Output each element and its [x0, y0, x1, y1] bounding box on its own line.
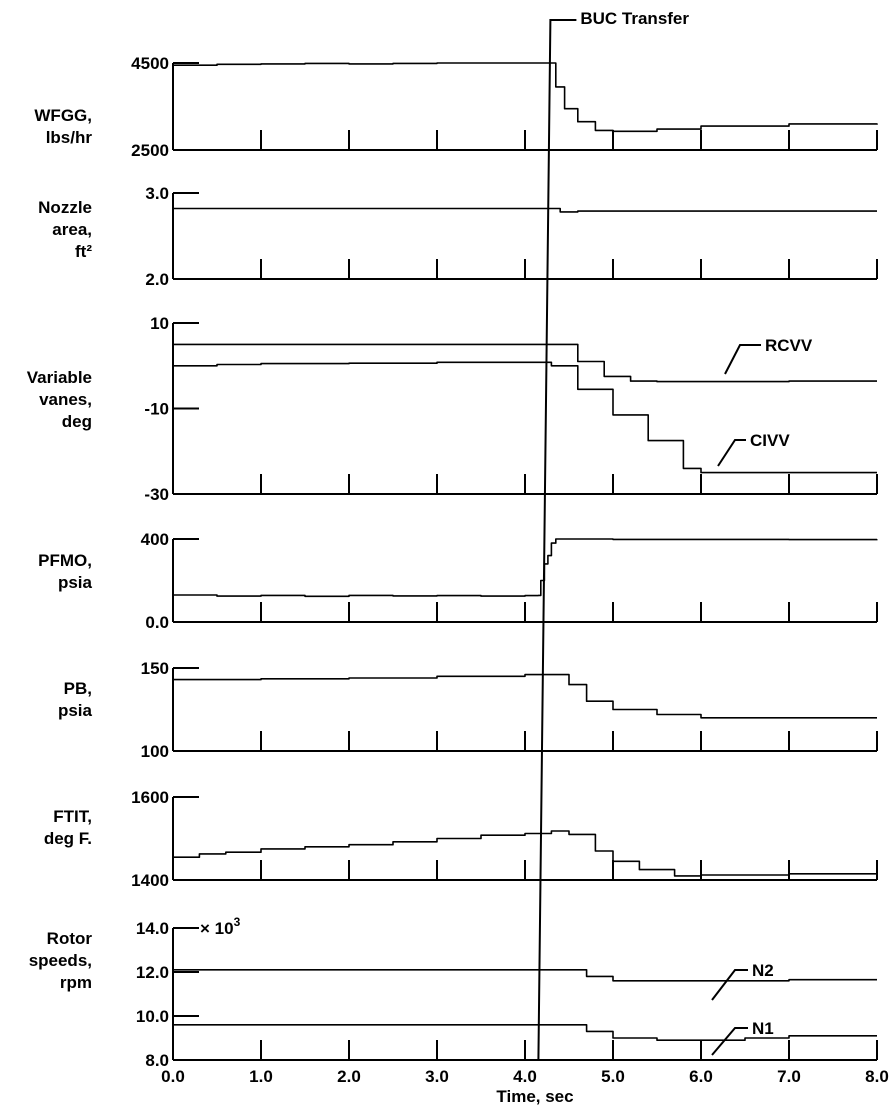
series-line-n2	[173, 969, 877, 982]
x-tick-label: 6.0	[689, 1067, 713, 1086]
y-tick-label: 100	[141, 742, 169, 761]
panel-label: PFMO,	[38, 551, 92, 570]
y-tick-label: -30	[144, 485, 169, 504]
x-tick-label: 3.0	[425, 1067, 449, 1086]
y-tick-label: 3.0	[145, 184, 169, 203]
series-line-civv	[173, 361, 877, 474]
panel-1: 3.0 2.0 Nozzle area, ft²	[38, 184, 878, 289]
x-tick-label: 8.0	[865, 1067, 889, 1086]
panel-label: FTIT,	[53, 807, 92, 826]
series-leader-line	[711, 1027, 748, 1056]
panel-label: Nozzle	[38, 198, 92, 217]
y-tick-label: -10	[144, 400, 169, 419]
series-line	[173, 62, 878, 133]
y-tick-label: 10.0	[136, 1007, 169, 1026]
y-tick-label: 2500	[131, 141, 169, 160]
series-line-n1	[173, 1024, 877, 1041]
series-leader-line	[724, 344, 761, 375]
series-leader-line	[711, 969, 748, 1001]
panel-3: 400 0.0 PFMO, psia	[38, 530, 878, 632]
y-tick-label: 150	[141, 659, 169, 678]
series-label: N2	[752, 961, 774, 980]
panel-label: psia	[58, 701, 93, 720]
series-leader-line	[717, 439, 746, 467]
panel-label: deg	[62, 412, 92, 431]
series-label: RCVV	[765, 336, 813, 355]
y-tick-label: 10	[150, 314, 169, 333]
panel-label: area,	[52, 220, 92, 239]
y-tick-label: 12.0	[136, 963, 169, 982]
x-tick-label: 1.0	[249, 1067, 273, 1086]
multiplier-label: × 103	[200, 915, 241, 938]
x-tick-label: 2.0	[337, 1067, 361, 1086]
buc-transfer-label: BUC Transfer	[580, 9, 689, 28]
y-tick-label: 1600	[131, 788, 169, 807]
buc-transfer-line	[537, 19, 577, 1061]
time-axis: 0.0 1.0 2.0 3.0 4.0 5.0 6.0 7.0 8.0 Time, sec	[161, 1067, 889, 1106]
panel-0: 4500 2500 WFGG, lbs/hr	[34, 54, 878, 160]
y-tick-label: 2.0	[145, 270, 169, 289]
panel-label: ft²	[75, 242, 92, 261]
panel-4: 150 100 PB, psia	[58, 659, 878, 761]
panel-label: vanes,	[39, 390, 92, 409]
y-tick-label: 8.0	[145, 1051, 169, 1070]
series-line-rcvv	[173, 343, 877, 383]
series-line	[173, 830, 877, 877]
panel-label: lbs/hr	[46, 128, 93, 147]
series-line	[173, 207, 877, 213]
y-tick-label: 0.0	[145, 613, 169, 632]
y-tick-label: 14.0	[136, 919, 169, 938]
series-line	[173, 673, 877, 719]
panel-label: rpm	[60, 973, 92, 992]
panel-label: speeds,	[29, 951, 92, 970]
panel-6: 14.0 12.0 10.0 8.0 Rotor speeds, rpm × 103 N2 N1	[29, 915, 878, 1070]
series-line	[173, 538, 878, 598]
panels-layer: 4500 2500 WFGG, lbs/hr 3.0 2.0 Nozzle area, ft² 1…	[27, 54, 878, 1070]
panel-label: psia	[58, 573, 93, 592]
panel-2: 10 -10 -30 Variable vanes, deg RCVV CIVV	[27, 314, 878, 504]
panel-label: Variable	[27, 368, 92, 387]
panel-label: PB,	[64, 679, 92, 698]
panel-label: WFGG,	[34, 106, 92, 125]
series-label: N1	[752, 1019, 774, 1038]
x-tick-label: 4.0	[513, 1067, 537, 1086]
y-tick-label: 4500	[131, 54, 169, 73]
panel-label: deg F.	[44, 829, 92, 848]
panel-5: 1600 1400 FTIT, deg F.	[44, 788, 878, 890]
x-tick-label: 5.0	[601, 1067, 625, 1086]
y-tick-label: 400	[141, 530, 169, 549]
x-axis-title: Time, sec	[496, 1087, 573, 1106]
panel-label: Rotor	[47, 929, 93, 948]
x-tick-label: 7.0	[777, 1067, 801, 1086]
series-label: CIVV	[750, 431, 790, 450]
buc-transfer-marker-group: BUC Transfer	[537, 9, 689, 1061]
x-tick-label: 0.0	[161, 1067, 185, 1086]
y-tick-label: 1400	[131, 871, 169, 890]
